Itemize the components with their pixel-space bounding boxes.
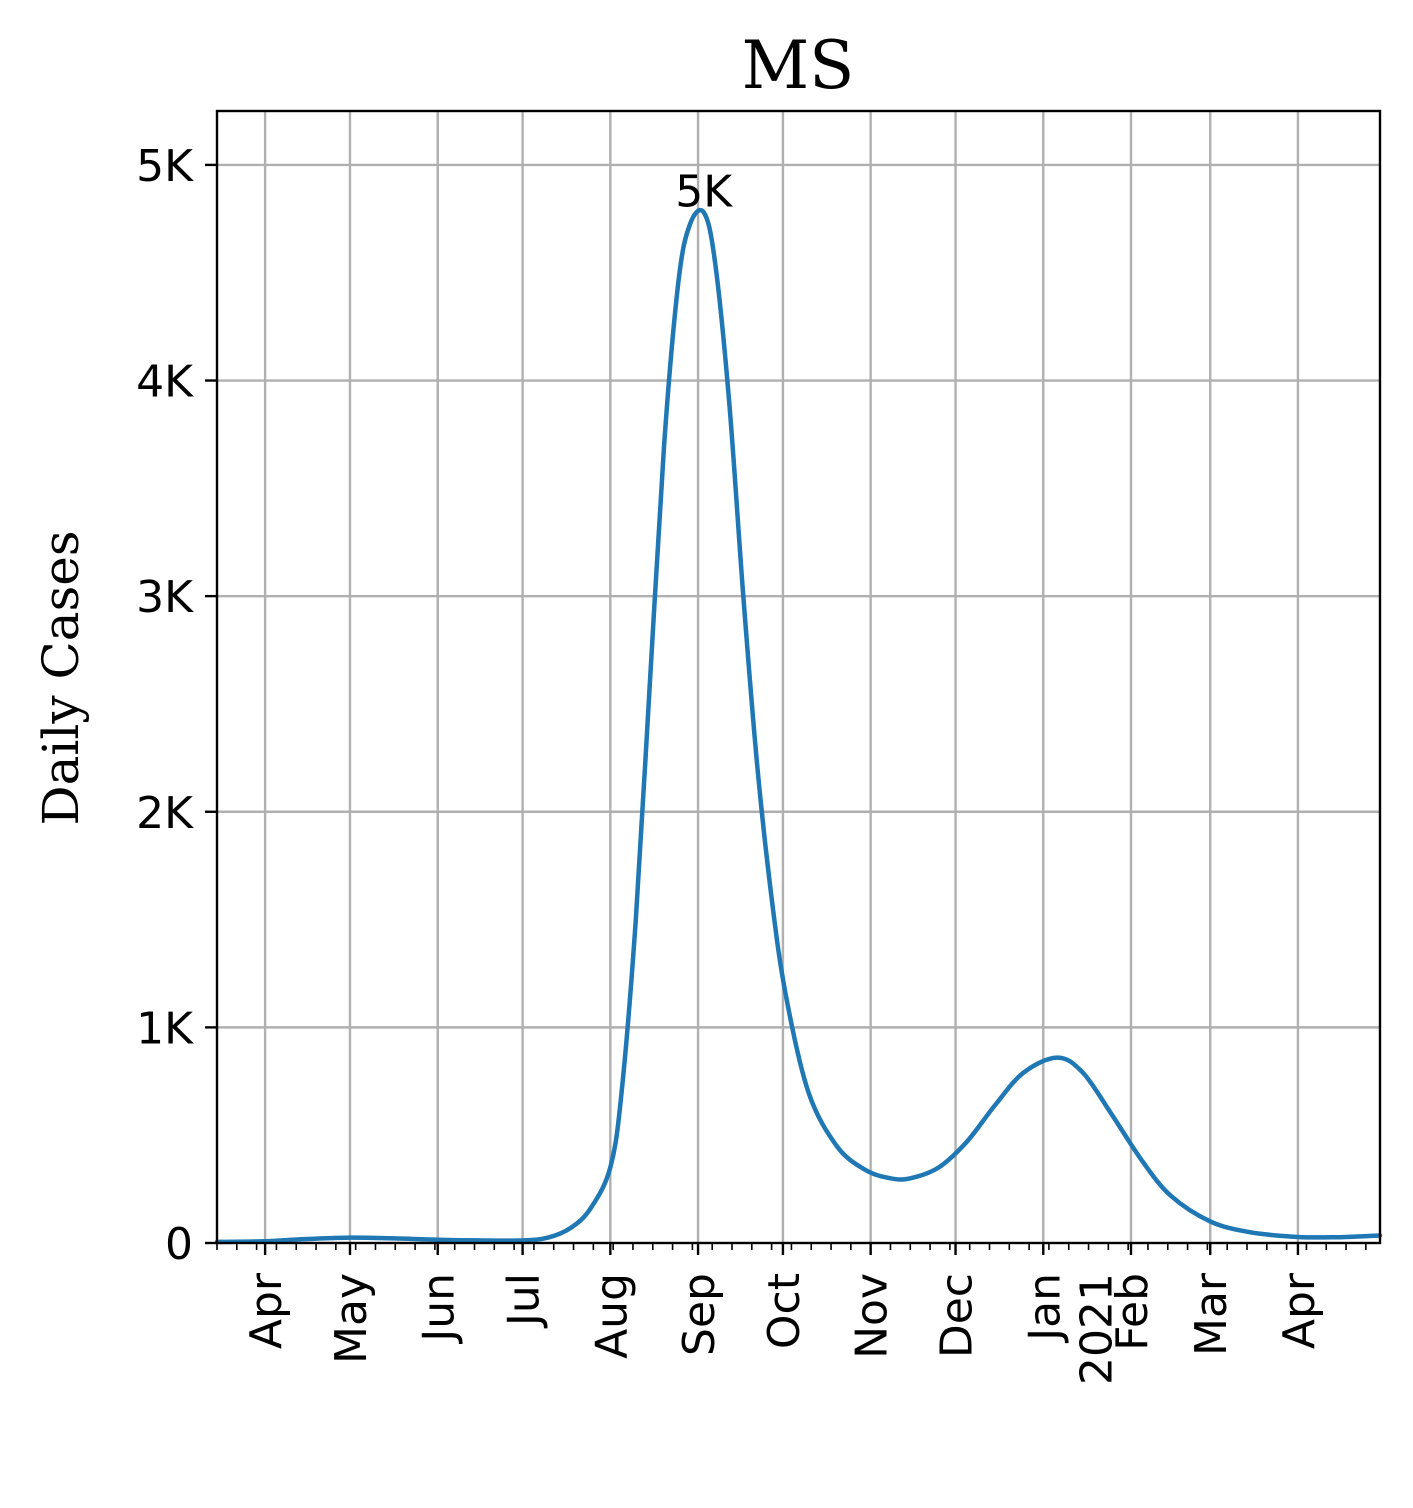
series-line: [214, 207, 1383, 1245]
grid: [217, 111, 1380, 1243]
plot-frame: [215, 109, 1382, 1245]
x-tick-label: Dec: [932, 1273, 983, 1358]
y-tick-label: 1K: [136, 1003, 194, 1054]
peak-annotation: 5K: [675, 166, 733, 217]
x-tick-label: Mar: [1186, 1272, 1237, 1356]
x-tick-label: Feb: [1107, 1273, 1158, 1351]
x-tick-label: Sep: [674, 1273, 725, 1356]
y-tick-label: 3K: [136, 572, 194, 623]
y-tick-label: 0: [165, 1219, 193, 1270]
chart-title: MS: [742, 27, 855, 104]
tick-labels: 0 1K 2K 3K 4K 5K Apr May Jun Jul Aug Sep Oct Nov Dec Ja…: [136, 141, 1325, 1385]
y-tick-label: 2K: [136, 788, 194, 839]
x-tick-label: Jan2021: [1019, 1273, 1122, 1385]
x-tick-label: May: [326, 1273, 377, 1364]
x-tick-label: Jun: [414, 1273, 465, 1345]
annotations: 5K: [675, 166, 733, 217]
x-tick-label: Nov: [847, 1273, 898, 1359]
x-tick-label: Apr: [1274, 1272, 1325, 1349]
y-tick-label: 4K: [136, 357, 194, 408]
x-tick-label: Aug: [586, 1273, 637, 1359]
x-tick-label: Jul: [499, 1273, 550, 1329]
y-axis-label: Daily Cases: [32, 531, 90, 826]
y-tick-label: 5K: [136, 141, 194, 192]
x-tick-label: Oct: [759, 1273, 810, 1349]
tick-layer: [205, 163, 1367, 1255]
series-layer: [214, 207, 1383, 1245]
x-tick-label: Apr: [241, 1272, 292, 1349]
